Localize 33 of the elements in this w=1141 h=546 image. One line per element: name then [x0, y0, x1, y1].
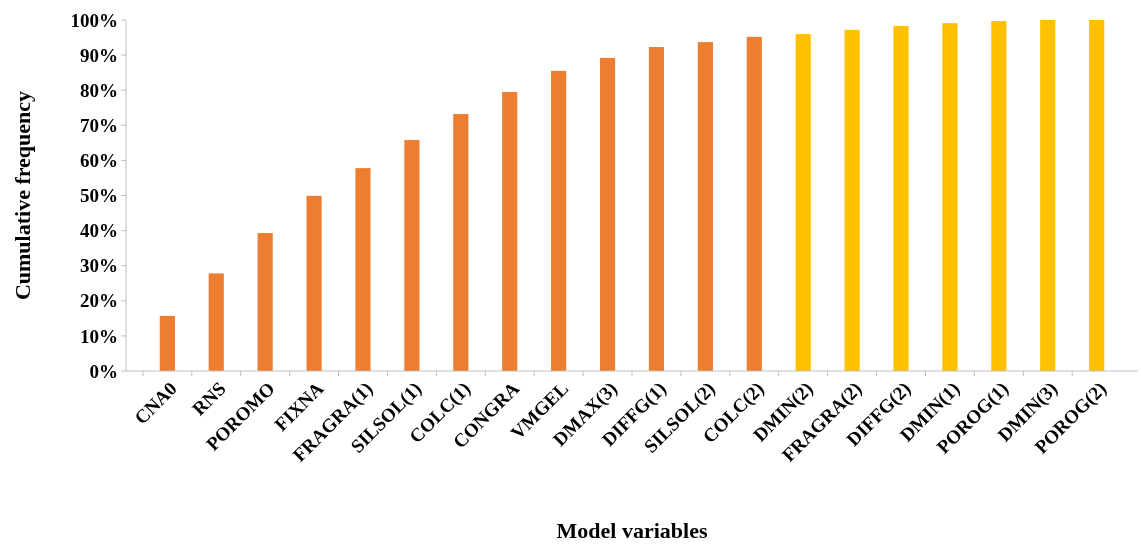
bar: [942, 23, 958, 371]
bar: [991, 21, 1007, 371]
bar: [404, 140, 420, 371]
y-tick-label: 80%: [80, 79, 118, 101]
bar: [1040, 20, 1056, 371]
bar: [257, 233, 273, 371]
bar: [599, 57, 616, 371]
bar: [697, 42, 713, 371]
bar: [453, 114, 469, 371]
bar: [893, 25, 909, 371]
y-tick-label: 60%: [80, 150, 118, 172]
bar: [746, 36, 762, 371]
bar: [551, 70, 567, 371]
bar: [159, 315, 175, 371]
x-axis-title: Model variables: [556, 518, 708, 543]
y-tick-label: 70%: [80, 114, 118, 136]
y-tick-label: 40%: [80, 220, 118, 242]
bar: [1089, 20, 1105, 371]
bar: [844, 29, 860, 371]
y-tick-label: 100%: [70, 9, 118, 31]
bar: [208, 273, 224, 371]
y-tick-label: 10%: [80, 325, 118, 347]
y-tick-label: 50%: [80, 185, 118, 207]
y-tick-label: 30%: [80, 255, 118, 277]
y-tick-label: 0%: [89, 360, 118, 382]
y-tick-label: 20%: [80, 290, 118, 312]
y-axis-title: Cumulative frequency: [10, 90, 35, 301]
bar: [648, 47, 665, 371]
bar: [502, 91, 518, 371]
bar: [355, 168, 371, 371]
bar: [795, 34, 811, 371]
bar: [306, 195, 322, 371]
y-tick-label: 90%: [80, 44, 118, 66]
